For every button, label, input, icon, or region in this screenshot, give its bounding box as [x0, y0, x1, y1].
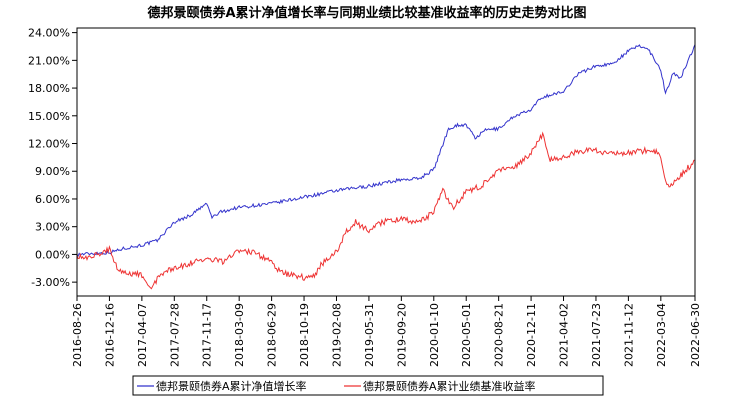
x-tick-label: 2022-03-04	[655, 303, 668, 367]
x-tick-label: 2017-04-07	[136, 303, 149, 367]
x-tick-label: 2022-06-30	[689, 303, 702, 367]
y-tick-label: 15.00%	[28, 110, 70, 123]
y-tick-label: 3.00%	[35, 221, 70, 234]
x-tick-label: 2020-12-11	[525, 303, 538, 367]
x-tick-label: 2017-11-17	[201, 303, 214, 367]
x-tick-label: 2018-10-19	[298, 303, 311, 367]
chart-title: 德邦景颐债券A累计净值增长率与同期业绩比较基准收益率的历史走势对比图	[147, 5, 586, 21]
y-tick-label: 18.00%	[28, 82, 70, 95]
x-tick-label: 2019-05-31	[363, 303, 376, 367]
legend-box	[132, 375, 604, 396]
x-tick-label: 2019-02-08	[330, 303, 343, 367]
legend-label-2: 德邦景颐债券A累计业绩基准收益率	[363, 379, 536, 393]
legend: 德邦景颐债券A累计净值增长率 德邦景颐债券A累计业绩基准收益率	[132, 375, 604, 396]
y-tick-label: 9.00%	[35, 165, 70, 178]
y-axis-ticks: -3.00% 0.00% 3.00% 6.00% 9.00% 12.00% 15.00% 18…	[28, 27, 77, 289]
y-tick-label: 6.00%	[35, 193, 70, 206]
x-tick-label: 2021-11-12	[622, 303, 635, 367]
x-tick-label: 2016-08-26	[71, 303, 84, 367]
series-line-2	[76, 131, 696, 290]
y-tick-label: 21.00%	[28, 54, 70, 67]
x-tick-label: 2018-03-09	[233, 303, 246, 367]
y-tick-label: 12.00%	[28, 138, 70, 151]
legend-label-1: 德邦景颐债券A累计净值增长率	[156, 379, 307, 393]
x-tick-label: 2017-07-28	[168, 303, 181, 367]
plot-frame	[76, 27, 696, 297]
x-tick-label: 2021-04-02	[558, 303, 571, 367]
y-tick-label: -3.00%	[31, 276, 70, 289]
x-tick-label: 2021-07-23	[590, 303, 603, 367]
series-layer	[76, 44, 696, 290]
x-tick-label: 2020-01-10	[428, 303, 441, 367]
x-tick-label: 2018-06-29	[266, 303, 279, 367]
y-tick-label: 24.00%	[28, 27, 70, 40]
x-tick-label: 2020-05-01	[460, 303, 473, 367]
x-tick-label: 2019-09-20	[395, 303, 408, 367]
x-tick-label: 2020-08-21	[493, 303, 506, 367]
x-tick-label: 2016-12-16	[103, 303, 116, 367]
x-axis-ticks: 2016-08-26 2016-12-16 2017-04-07 2017-07-28…	[71, 296, 702, 367]
series-line-1	[76, 44, 696, 258]
y-tick-label: 0.00%	[35, 248, 70, 261]
